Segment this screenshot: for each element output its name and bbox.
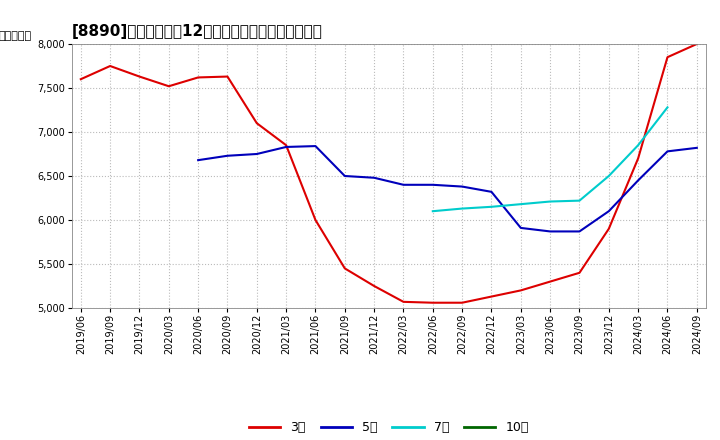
Y-axis label: （百万円）: （百万円） [0,31,32,41]
Legend: 3年, 5年, 7年, 10年: 3年, 5年, 7年, 10年 [244,416,534,439]
Text: [8890]　当期純利益12か月移動合計の平均値の推移: [8890] 当期純利益12か月移動合計の平均値の推移 [72,24,323,39]
